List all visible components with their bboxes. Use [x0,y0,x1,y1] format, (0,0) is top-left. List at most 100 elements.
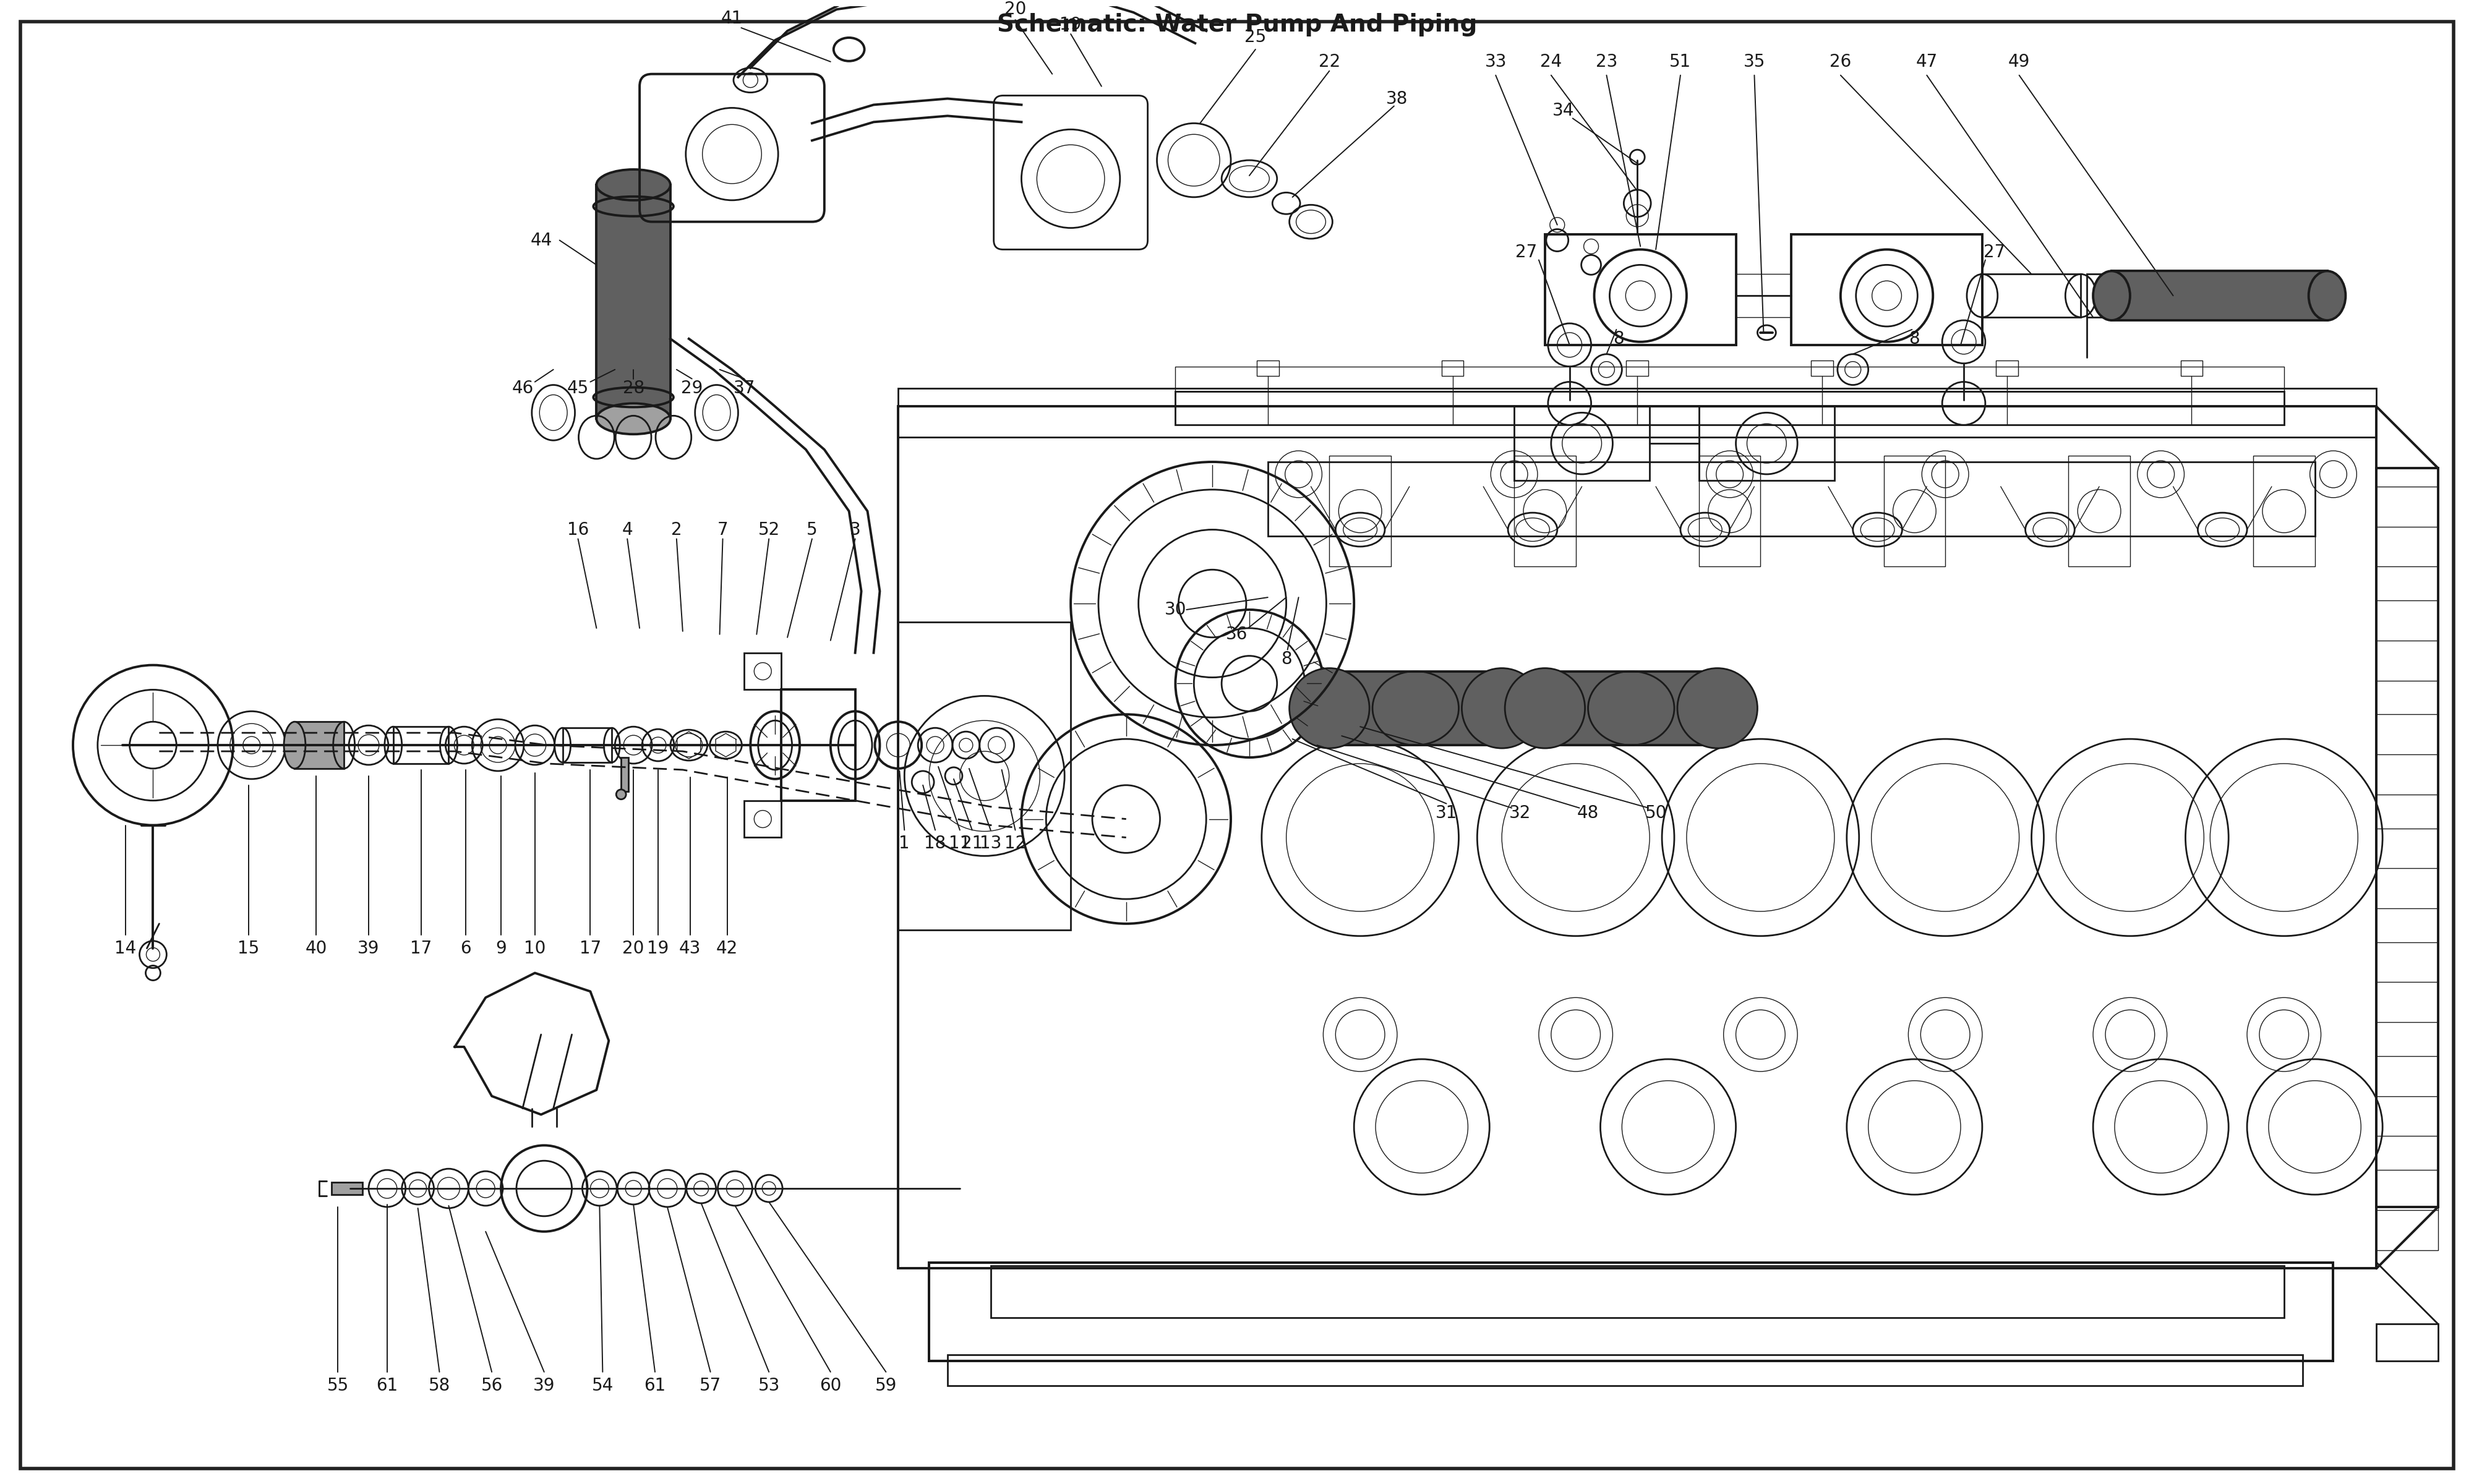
Text: 32: 32 [1509,804,1531,822]
Text: 34: 34 [1554,102,1573,120]
Bar [898,407,2378,1269]
Text: 54: 54 [591,1377,614,1393]
Bar [2378,942,2437,1022]
Bar [745,653,782,690]
Text: 43: 43 [680,939,700,957]
Bar [2378,601,2437,681]
Text: 52: 52 [757,521,779,539]
Text: 19: 19 [1059,16,1081,34]
Bar [2378,1169,2437,1250]
Bar [2110,272,2328,321]
Text: 9: 9 [495,939,507,957]
Text: 13: 13 [980,835,1002,852]
Text: 24: 24 [1541,53,1561,70]
Text: 39: 39 [534,1377,554,1393]
Bar [990,1266,2284,1318]
Bar [2180,361,2202,375]
Bar [1175,392,2284,424]
Text: 4: 4 [621,521,633,539]
Bar [930,1263,2333,1361]
Bar [930,1263,2333,1361]
Text: 35: 35 [1744,53,1766,70]
Circle shape [1677,668,1757,748]
Circle shape [1462,668,1541,748]
Text: 58: 58 [428,1377,450,1393]
Text: 30: 30 [1165,601,1188,619]
Bar [2378,1057,2437,1137]
Bar [596,186,670,418]
Text: 59: 59 [876,1377,898,1393]
Bar [1544,234,1737,344]
Text: 11: 11 [950,835,970,852]
Text: 25: 25 [1244,28,1267,46]
Text: 60: 60 [819,1377,841,1393]
Text: 45: 45 [567,380,589,396]
Text: 18: 18 [925,835,945,852]
Bar [1329,456,1390,567]
Ellipse shape [596,169,670,200]
Bar [898,387,2378,438]
Text: 12: 12 [1004,835,1027,852]
Text: 29: 29 [680,380,703,396]
Text: Schematic: Water Pump And Piping: Schematic: Water Pump And Piping [997,13,1477,37]
Ellipse shape [285,721,304,769]
Bar [745,800,782,837]
Text: 2: 2 [670,521,683,539]
Text: 56: 56 [480,1377,502,1393]
Text: 36: 36 [1227,626,1247,643]
Text: 7: 7 [717,521,727,539]
Bar [2378,1324,2437,1361]
Bar [782,690,856,800]
Text: 41: 41 [720,10,742,27]
Text: 61: 61 [376,1377,398,1393]
Text: 42: 42 [715,939,737,957]
Text: 19: 19 [648,939,668,957]
Bar [1257,361,1279,375]
Bar [2378,467,2437,1206]
Text: 3: 3 [849,521,861,539]
Bar [2378,714,2437,794]
Bar [332,1183,364,1195]
Bar [2254,456,2316,567]
Bar [2378,487,2437,567]
Text: 1: 1 [898,835,910,852]
Bar [1883,456,1945,567]
Bar [1175,367,2284,392]
Circle shape [616,789,626,800]
Bar [2068,456,2130,567]
Text: 57: 57 [700,1377,722,1393]
Bar [1267,462,2316,536]
Bar [1442,361,1465,375]
Text: 44: 44 [529,232,552,249]
Circle shape [1504,668,1586,748]
Text: 20: 20 [1004,0,1027,18]
Text: 33: 33 [1484,53,1507,70]
Text: 37: 37 [732,380,755,396]
Text: 53: 53 [757,1377,779,1393]
Text: 27: 27 [1984,243,2006,261]
Text: 49: 49 [2009,53,2031,70]
Text: 61: 61 [643,1377,666,1393]
Text: 6: 6 [460,939,473,957]
Text: 50: 50 [1645,804,1667,822]
Text: 8: 8 [1282,650,1291,668]
Text: 47: 47 [1915,53,1937,70]
Text: 17: 17 [411,939,433,957]
Bar [1700,456,1761,567]
Text: 8: 8 [1910,329,1920,347]
Text: 31: 31 [1435,804,1457,822]
Text: 5: 5 [807,521,816,539]
Ellipse shape [596,404,670,435]
Text: 16: 16 [567,521,589,539]
Text: 21: 21 [962,835,982,852]
Text: 22: 22 [1319,53,1341,70]
Text: 40: 40 [304,939,327,957]
Text: 48: 48 [1576,804,1598,822]
Bar [1811,361,1833,375]
Text: 23: 23 [1596,53,1618,70]
Ellipse shape [2093,272,2130,321]
Text: 17: 17 [579,939,601,957]
Bar [1791,234,1982,344]
Bar [2378,828,2437,908]
Text: 10: 10 [524,939,547,957]
